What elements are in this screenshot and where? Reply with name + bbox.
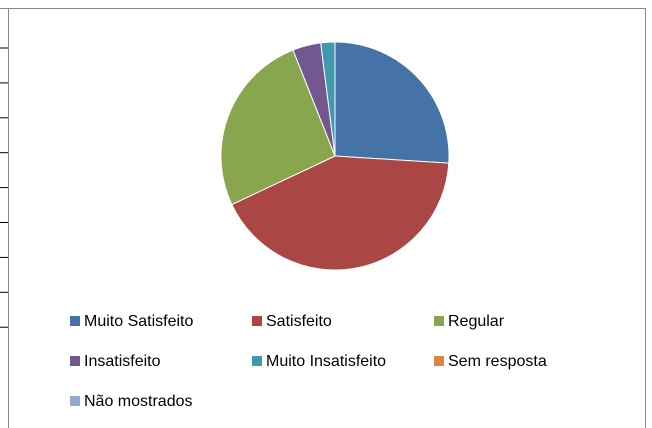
legend-swatch xyxy=(70,396,80,406)
legend-swatch xyxy=(434,316,444,326)
legend-swatch xyxy=(70,316,80,326)
pie-slice xyxy=(334,41,450,164)
pie-slice xyxy=(320,41,336,157)
legend-label: Muito Insatisfeito xyxy=(266,353,386,370)
legend-swatch xyxy=(70,356,80,366)
legend-swatch xyxy=(252,316,262,326)
legend-label: Muito Satisfeito xyxy=(84,313,193,330)
legend-label: Satisfeito xyxy=(266,313,332,330)
pie-slice xyxy=(220,49,336,206)
legend-label: Regular xyxy=(448,313,505,330)
pie-slice xyxy=(231,155,450,271)
legend-label: Não mostrados xyxy=(84,393,193,410)
legend-label: Sem resposta xyxy=(448,353,547,370)
legend-swatch xyxy=(434,356,444,366)
legend-label: Insatisfeito xyxy=(84,353,161,370)
legend-swatch xyxy=(252,356,262,366)
sheet-row-ticks xyxy=(0,47,8,328)
